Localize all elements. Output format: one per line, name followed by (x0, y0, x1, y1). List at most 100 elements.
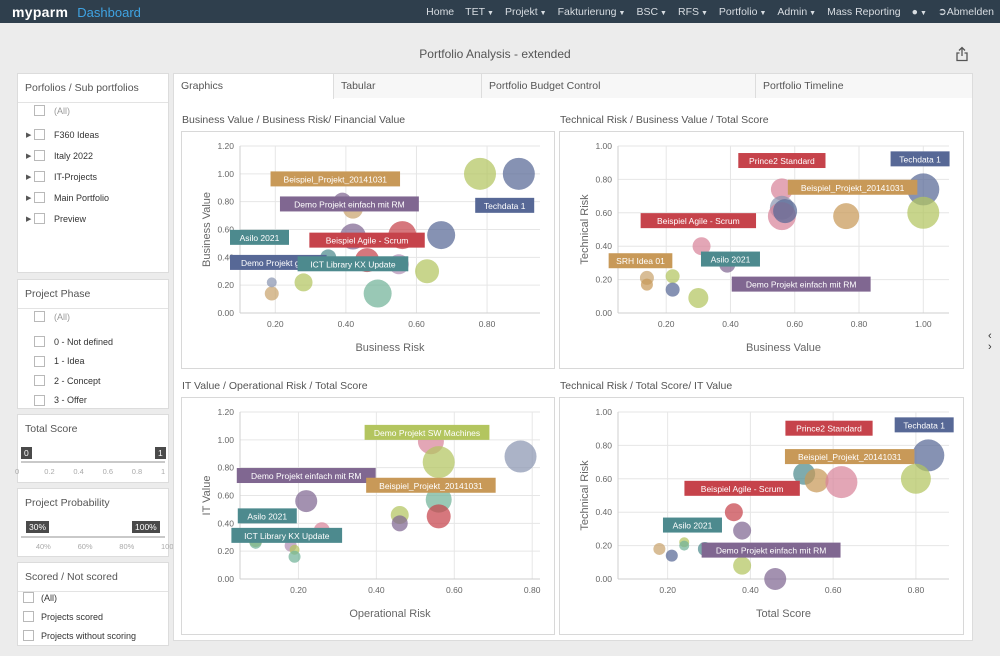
filter-row[interactable]: ▶ F360 Ideas (26, 129, 100, 140)
point-label-text: Techdata 1 (903, 420, 945, 430)
probability-filter-panel: Project Probability 30% 100% 40% 60% 80% 10… (17, 488, 180, 557)
point-label-text: Techdata 1 (484, 201, 526, 211)
point-label: Beispiel_Projekt_20141031 (784, 449, 915, 465)
point-label-text: Beispiel_Projekt_20141031 (801, 183, 905, 193)
total-score-slider[interactable] (21, 461, 165, 463)
expand-arrow-icon[interactable]: ▶ (26, 215, 32, 223)
expand-arrow-icon[interactable]: ▶ (26, 173, 32, 181)
phase-all-row[interactable]: (All) (18, 311, 70, 322)
filter-row[interactable]: ▶ IT-Projects (26, 171, 98, 182)
point-label-text: Prince2 Standard (796, 424, 862, 434)
checkbox[interactable] (34, 311, 45, 322)
tab-portfolio-budget-control[interactable]: Portfolio Budget Control (482, 74, 756, 98)
filter-row[interactable]: 2 - Concept (18, 375, 101, 386)
x-tick-label: 0.60 (786, 319, 803, 329)
slider-tick-label: 60% (77, 542, 93, 551)
checkbox[interactable] (34, 394, 45, 406)
data-point (266, 277, 277, 288)
brand-section-title[interactable]: Dashboard (77, 4, 141, 20)
portfolio-all-row[interactable]: (All) (18, 105, 70, 116)
filter-row[interactable]: ▶ Preview (26, 213, 87, 224)
data-point (288, 550, 301, 563)
point-label: Demo Projekt einfach mit RM (701, 542, 841, 558)
slider-tick-label: 1 (161, 467, 166, 476)
data-point (426, 504, 451, 529)
checkbox[interactable] (34, 192, 45, 203)
total-score-filter-panel: Total Score 0 1 0 0.2 0.4 0.6 0.8 1 (15, 414, 169, 483)
expand-arrow-icon[interactable]: ▶ (26, 131, 32, 139)
x-tick-label: 1.00 (915, 319, 932, 329)
probability-slider[interactable] (21, 536, 165, 538)
checkbox[interactable] (34, 150, 45, 161)
checkbox[interactable] (23, 592, 34, 603)
chevron-left-icon[interactable]: ‹ (988, 330, 992, 342)
user-menu[interactable]: ● ▼ (912, 6, 927, 18)
share-icon[interactable] (954, 46, 970, 62)
point-label-text: Asilo 2021 (711, 255, 751, 265)
data-point (294, 273, 313, 292)
checkbox[interactable] (34, 375, 45, 386)
probability-max-handle[interactable]: 100% (132, 521, 160, 533)
total-score-min-handle[interactable]: 0 (21, 447, 32, 459)
probability-min-handle[interactable]: 30% (26, 521, 50, 533)
nav-item-tet[interactable]: TET ▼ (465, 5, 494, 18)
y-tick-label: 0.60 (595, 474, 612, 484)
slider-tick-label: 0.4 (73, 467, 84, 476)
expand-arrow-icon[interactable]: ▶ (26, 152, 32, 160)
checkbox[interactable] (34, 171, 45, 182)
point-label-bg (297, 256, 409, 272)
scored-filter-title: Scored / Not scored (25, 571, 118, 583)
point-label: ICT Library KX Update (297, 256, 409, 272)
logout-link[interactable]: ➲Abmelden (937, 5, 994, 18)
y-tick-label: 0.00 (595, 574, 612, 584)
checkbox[interactable] (34, 355, 45, 367)
nav-item-projekt[interactable]: Projekt ▼ (504, 5, 547, 18)
chart-2-box: 0.00 0.20 0.40 0.60 0.80 1.00 0.20 0.40 0.60 0.80… (559, 131, 964, 369)
point-label: Prince2 Standard (785, 420, 873, 436)
nav-item-fakturierung[interactable]: Fakturierung ▼ (557, 5, 626, 18)
tab-graphics[interactable]: Graphics (174, 74, 334, 99)
y-tick-label: 0.20 (217, 546, 234, 556)
checkbox[interactable] (34, 129, 45, 140)
x-axis-label: Business Value (746, 342, 821, 354)
checkbox[interactable] (23, 611, 34, 622)
chevron-right-icon[interactable]: › (988, 341, 992, 353)
data-point (391, 515, 408, 532)
point-label-text: ICT Library KX Update (244, 531, 330, 541)
scored-filter-row[interactable]: (All) (18, 592, 57, 603)
tab-portfolio-timeline[interactable]: Portfolio Timeline (756, 74, 972, 98)
filter-row[interactable]: ▶ Main Portfolio (26, 192, 110, 203)
y-tick-label: 0.00 (217, 308, 234, 318)
scored-filter-row[interactable]: Projects without scoring (18, 630, 136, 641)
nav-item-admin[interactable]: Admin ▼ (777, 5, 817, 18)
point-label-bg (231, 527, 343, 543)
data-point (825, 466, 858, 499)
data-point (692, 237, 711, 256)
scored-filter-row[interactable]: Projects scored (18, 611, 103, 622)
data-point (665, 269, 680, 284)
checkbox[interactable] (34, 213, 45, 224)
data-point (363, 279, 392, 308)
point-label: Techdata 1 (894, 417, 954, 433)
nav-item-home[interactable]: Home (426, 5, 455, 18)
checkbox[interactable] (34, 336, 45, 347)
slider-tick-label: 100% (161, 542, 181, 551)
tab-tabular[interactable]: Tabular (334, 74, 482, 98)
brand[interactable]: myparm Dashboard (12, 4, 141, 20)
filter-row[interactable]: 0 - Not defined (18, 336, 113, 347)
checkbox[interactable] (34, 105, 45, 116)
filter-row[interactable]: 1 - Idea (18, 355, 85, 367)
expand-arrow-icon[interactable]: ▶ (26, 194, 32, 202)
checkbox[interactable] (23, 630, 34, 641)
nav-item-bsc[interactable]: BSC ▼ (636, 5, 667, 18)
filter-row[interactable]: ▶ Italy 2022 (26, 150, 94, 161)
nav-item-mass-reporting[interactable]: Mass Reporting (827, 5, 901, 18)
total-score-max-handle[interactable]: 1 (155, 447, 166, 459)
filter-row[interactable]: 3 - Offer (18, 394, 87, 406)
nav-item-portfolio[interactable]: Portfolio ▼ (718, 5, 767, 18)
nav-item-rfs[interactable]: RFS ▼ (677, 5, 708, 18)
point-label-text: Demo Projekt gross (241, 258, 316, 268)
caret-down-icon: ▼ (700, 9, 708, 17)
portfolio-filter-title: Porfolios / Sub portfolios (25, 82, 139, 94)
brand-logo[interactable]: myparm (12, 3, 69, 20)
